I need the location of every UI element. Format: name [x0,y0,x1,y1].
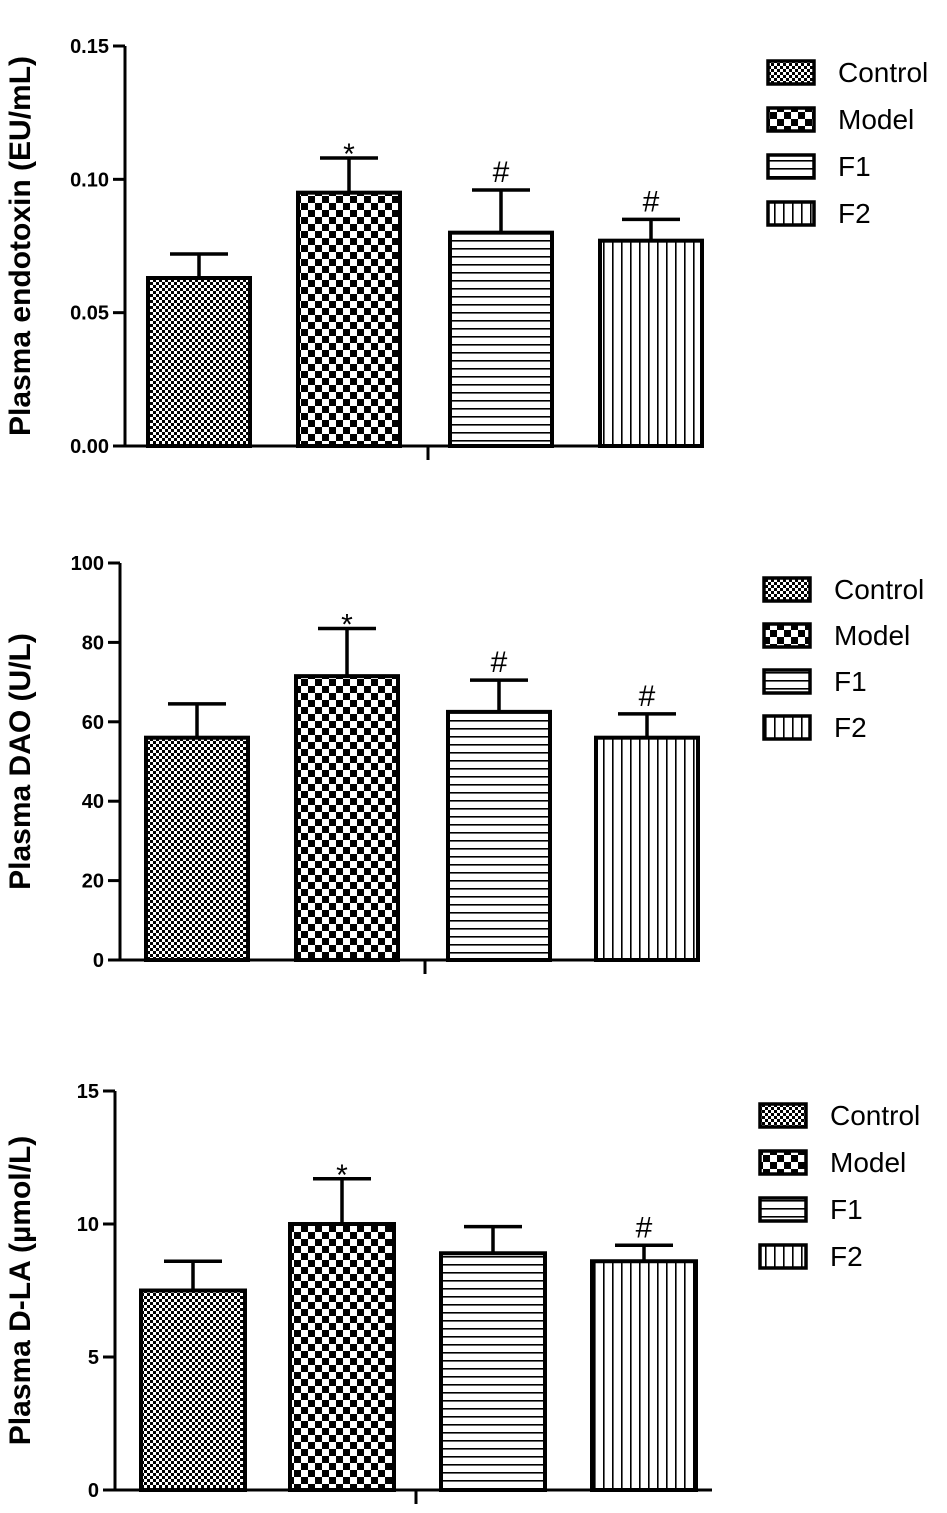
legend-label: F2 [838,198,871,229]
y-tick-label: 40 [82,791,104,813]
legend-swatch-f1 [766,153,816,180]
bar-control [144,735,250,962]
significance-marker: # [491,646,508,679]
y-tick-label: 10 [77,1214,99,1236]
y-tick-label: 0.15 [70,36,109,58]
y-tick-label: 0.00 [70,436,109,458]
y-tick-label: 80 [82,632,104,654]
legend-swatch-model [758,1149,808,1176]
legend-label: F2 [834,712,867,743]
bar-model [294,674,400,963]
legend-label: Control [830,1100,920,1131]
chart-panel-2: 0 20 40 60 80 100 Plasma DAO (U/L) * # # Control Mo… [4,553,924,974]
significance-marker: * [341,609,353,642]
y-tick-label: 60 [82,712,104,734]
legend-swatch-f2 [766,200,816,227]
bar-f1 [448,230,554,448]
chart-panel-1: 0.00 0.05 0.10 0.15 Plasma endotoxin (EU/mL)… [4,36,928,460]
legend-swatch-control [762,576,812,603]
legend-label: F2 [830,1241,863,1272]
significance-marker: # [639,680,656,713]
y-tick-label: 5 [88,1347,99,1369]
bar-f1 [439,1251,547,1493]
y-tick-label: 0 [88,1480,99,1502]
y-tick-label: 0.10 [70,169,109,191]
bar-f2 [598,238,704,448]
legend-swatch-control [766,59,816,86]
y-axis-title: Plasma endotoxin (EU/mL) [4,56,37,436]
y-axis-title: Plasma D-LA (µmol/L) [4,1136,37,1446]
y-tick-label: 15 [77,1081,99,1103]
legend-label: Control [838,57,928,88]
significance-marker: # [493,156,510,189]
legend-swatch-model [766,106,816,133]
legend-swatch-f2 [762,714,812,741]
bar-control [139,1288,247,1492]
bar-model [296,190,402,448]
legend-swatch-f2 [758,1243,808,1270]
bar-model [288,1222,396,1492]
legend-label: F1 [838,151,871,182]
legend-swatch-model [762,622,812,649]
legend-swatch-f1 [762,668,812,695]
legend-label: F1 [830,1194,863,1225]
legend-label: Model [834,620,910,651]
legend-label: Model [838,104,914,135]
bar-f1 [446,709,552,962]
y-tick-label: 0 [93,950,104,972]
significance-marker: # [643,185,660,218]
bar-f2 [594,735,700,962]
significance-marker: * [343,138,355,171]
legend-label: Model [830,1147,906,1178]
legend-label: Control [834,574,924,605]
legend-label: F1 [834,666,867,697]
y-axis-title: Plasma DAO (U/L) [4,633,37,890]
legend-swatch-f1 [758,1196,808,1223]
legend-swatch-control [758,1102,808,1129]
significance-marker: * [336,1159,348,1192]
significance-marker: # [636,1211,653,1244]
bar-f2 [590,1259,698,1492]
y-tick-label: 20 [82,871,104,893]
chart-panel-3: 0 5 10 15 Plasma D-LA (µmol/L) * # Control Model… [4,1081,920,1504]
y-tick-label: 0.05 [70,303,109,325]
bar-control [146,276,252,448]
y-tick-label: 100 [71,553,104,575]
